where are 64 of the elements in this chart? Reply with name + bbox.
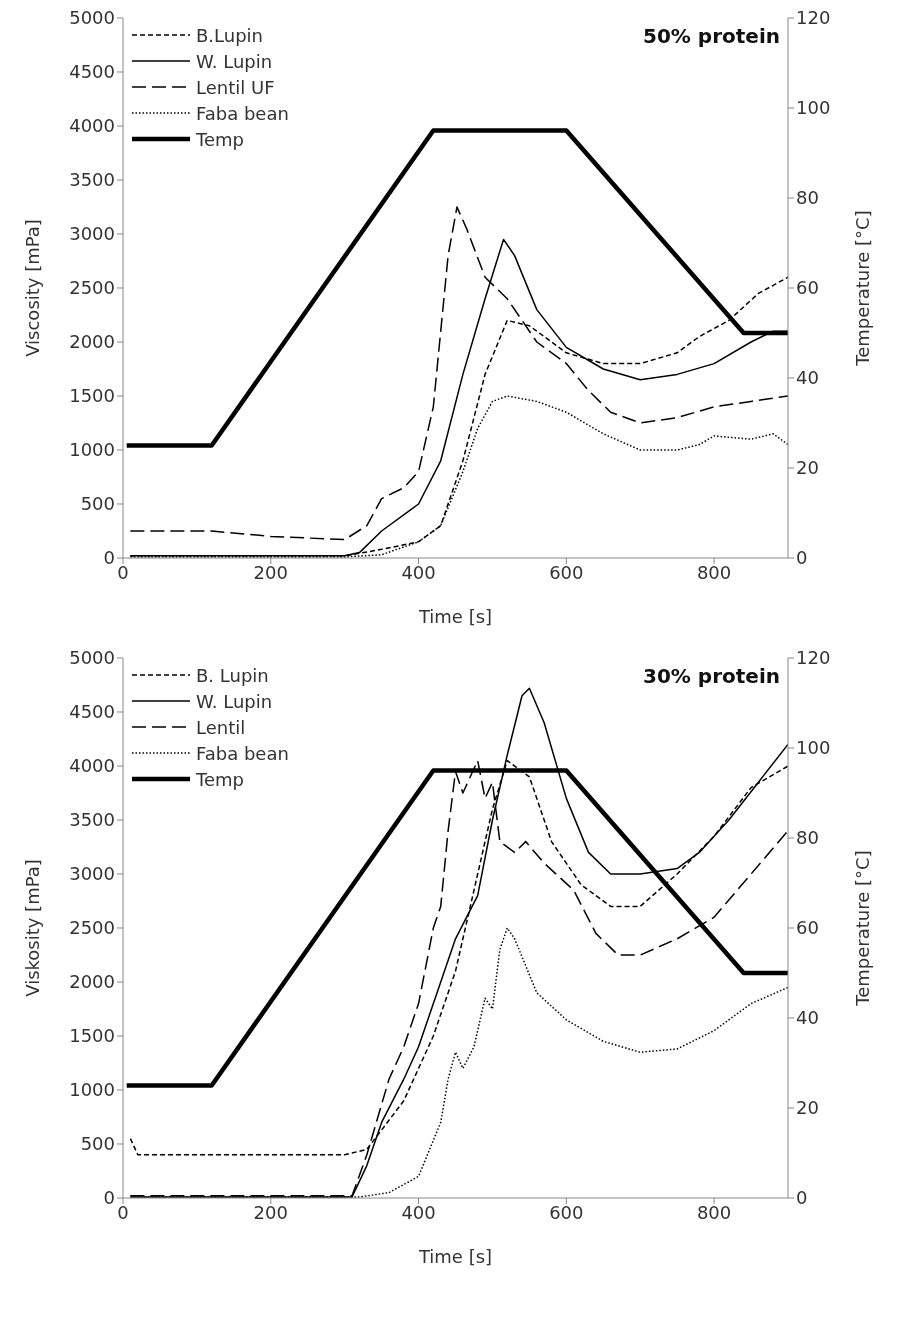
y2-tick-label: 40 — [796, 367, 819, 389]
x-tick-label: 200 — [253, 1201, 288, 1223]
y-tick-label: 4500 — [69, 701, 115, 723]
y2-tick-label: 0 — [796, 547, 808, 569]
y-tick-label: 3000 — [69, 223, 115, 245]
y-tick-label: 3000 — [69, 863, 115, 885]
y2-tick-label: 40 — [796, 1007, 819, 1029]
legend-label: Lentil UF — [196, 76, 275, 98]
y2-tick-label: 20 — [796, 457, 819, 479]
legend-label: Faba bean — [196, 102, 289, 124]
x-tick-label: 0 — [117, 561, 129, 583]
legend-label: W. Lupin — [196, 50, 273, 72]
y-tick-label: 5000 — [69, 647, 115, 669]
y-tick-label: 3500 — [69, 809, 115, 831]
y-tick-label: 3500 — [69, 169, 115, 191]
y2-axis-title: Temperature [°C] — [852, 850, 874, 1007]
y2-tick-label: 120 — [796, 7, 831, 29]
y-tick-label: 1500 — [69, 1025, 115, 1047]
x-tick-label: 400 — [401, 1201, 436, 1223]
y-tick-label: 500 — [80, 493, 115, 515]
y-tick-label: 1000 — [69, 439, 115, 461]
x-tick-label: 200 — [253, 561, 288, 583]
x-tick-label: 800 — [696, 1201, 732, 1223]
x-axis-title: Time [s] — [417, 1246, 493, 1267]
x-tick-label: 600 — [549, 1201, 584, 1223]
legend-label: W. Lupin — [196, 690, 273, 712]
x-tick-label: 600 — [549, 561, 584, 583]
y-tick-label: 5000 — [69, 7, 115, 29]
y2-tick-label: 120 — [796, 647, 831, 669]
y-tick-label: 1000 — [69, 1079, 115, 1101]
x-tick-label: 800 — [696, 561, 732, 583]
legend-label: Lentil — [196, 716, 246, 738]
legend-label: B. Lupin — [196, 664, 269, 686]
y2-tick-label: 60 — [796, 917, 819, 939]
legend-label: B.Lupin — [196, 24, 264, 46]
y2-axis-title: Temperature [°C] — [852, 210, 874, 367]
y-axis-title: Viskosity [mPa] — [22, 859, 44, 997]
y-tick-label: 500 — [80, 1133, 115, 1155]
y2-tick-label: 60 — [796, 277, 819, 299]
legend-label: Temp — [196, 128, 244, 150]
chart-title: 50% protein — [643, 24, 780, 48]
legend-label: Faba bean — [196, 742, 289, 764]
x-tick-label: 400 — [401, 561, 436, 583]
y-tick-label: 4500 — [69, 61, 115, 83]
y-tick-label: 2500 — [69, 917, 115, 939]
legend-label: Temp — [196, 768, 244, 790]
y-tick-label: 2000 — [69, 971, 115, 993]
y-tick-label: 4000 — [69, 115, 115, 137]
y-tick-label: 1500 — [69, 385, 115, 407]
y2-tick-label: 80 — [796, 187, 819, 209]
chart-title: 30% protein — [643, 664, 780, 688]
y-tick-label: 2000 — [69, 331, 115, 353]
y-tick-label: 4000 — [69, 755, 115, 777]
y2-tick-label: 100 — [796, 97, 831, 119]
x-axis-title: Time [s] — [417, 606, 493, 627]
y-tick-label: 0 — [103, 1187, 115, 1209]
y2-tick-label: 80 — [796, 827, 819, 849]
y-axis-title: Viscosity [mPa] — [22, 219, 44, 357]
x-tick-label: 0 — [117, 1201, 129, 1223]
y-tick-label: 0 — [103, 547, 115, 569]
y2-tick-label: 20 — [796, 1097, 819, 1119]
y-tick-label: 2500 — [69, 277, 115, 299]
y2-tick-label: 0 — [796, 1187, 808, 1209]
y2-tick-label: 100 — [796, 737, 831, 759]
